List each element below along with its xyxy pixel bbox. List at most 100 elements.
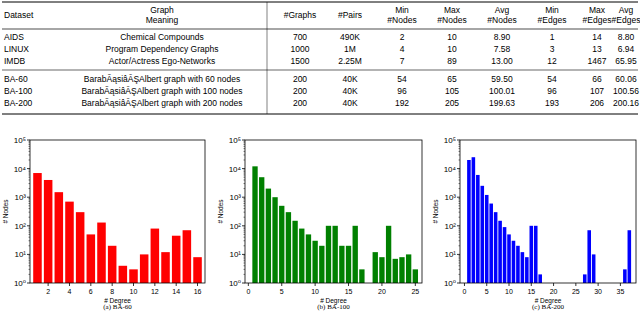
x-tick bbox=[381, 283, 382, 286]
y-minor-tick bbox=[244, 148, 246, 149]
y-minor-tick bbox=[459, 269, 461, 270]
table-cell: 1467 bbox=[588, 56, 607, 66]
y-tick bbox=[457, 168, 460, 169]
y-tick bbox=[242, 254, 245, 255]
table-cell: 10 bbox=[447, 32, 457, 42]
table-rule bbox=[2, 29, 638, 30]
header-line: #Pairs bbox=[338, 10, 362, 20]
chart: 10⁰10¹10²10³10⁴10⁵0510152025# Degree# No… bbox=[217, 136, 422, 311]
bar bbox=[628, 230, 632, 283]
x-tick-label: 16 bbox=[194, 288, 202, 295]
header-line: Avg bbox=[619, 5, 634, 15]
y-minor-tick bbox=[29, 269, 31, 270]
y-minor-tick bbox=[29, 258, 31, 259]
bar bbox=[76, 212, 85, 283]
y-minor-tick bbox=[244, 169, 246, 170]
column-header: Max#Nodes bbox=[437, 5, 466, 25]
x-tick bbox=[248, 283, 249, 286]
table-cell: 2 bbox=[400, 32, 405, 42]
y-tick-label: 10² bbox=[444, 222, 456, 231]
header-line: Dataset bbox=[4, 10, 34, 20]
bar bbox=[399, 257, 404, 283]
bar bbox=[530, 226, 534, 283]
y-tick bbox=[457, 140, 460, 141]
y-tick bbox=[27, 225, 30, 226]
x-tick-label: 5 bbox=[485, 288, 489, 295]
y-minor-tick bbox=[459, 245, 461, 246]
bar bbox=[485, 195, 489, 283]
y-minor-tick bbox=[29, 245, 31, 246]
bar bbox=[467, 160, 471, 283]
y-minor-tick bbox=[29, 151, 31, 152]
y-minor-tick bbox=[29, 208, 31, 209]
y-minor-tick bbox=[459, 227, 461, 228]
x-tick bbox=[348, 283, 349, 286]
y-minor-tick bbox=[244, 198, 246, 199]
table-cell: 100.01 bbox=[489, 86, 515, 96]
y-tick bbox=[242, 225, 245, 226]
bar bbox=[183, 230, 192, 283]
y-tick bbox=[27, 140, 30, 141]
x-tick-label: 20 bbox=[378, 288, 386, 295]
x-tick-label: 4 bbox=[68, 288, 72, 295]
y-tick-label: 10⁴ bbox=[14, 165, 27, 174]
x-tick bbox=[133, 283, 134, 286]
y-minor-tick bbox=[459, 177, 461, 178]
y-tick-label: 10⁴ bbox=[444, 165, 457, 174]
x-tick-label: 10 bbox=[311, 288, 319, 295]
y-minor-tick bbox=[244, 269, 246, 270]
bar bbox=[272, 197, 277, 283]
bar bbox=[480, 186, 484, 283]
y-minor-tick bbox=[29, 263, 31, 264]
bar bbox=[129, 269, 138, 283]
x-tick bbox=[531, 283, 532, 286]
y-minor-tick bbox=[29, 154, 31, 155]
y-minor-tick bbox=[459, 183, 461, 184]
y-minor-tick bbox=[459, 217, 461, 218]
header-line: #Nodes bbox=[387, 15, 416, 25]
y-minor-tick bbox=[459, 199, 461, 200]
y-minor-tick bbox=[244, 208, 246, 209]
y-minor-tick bbox=[459, 208, 461, 209]
table-cell: 206 bbox=[590, 98, 604, 108]
bar bbox=[326, 226, 331, 283]
bar bbox=[507, 234, 511, 283]
y-minor-tick bbox=[29, 148, 31, 149]
table-cell: 200 bbox=[293, 86, 307, 96]
table-cell: 193 bbox=[545, 98, 559, 108]
table-cell: 1 bbox=[550, 32, 555, 42]
caption: (b) BA-100 bbox=[317, 303, 350, 311]
column-header: GraphMeaning bbox=[146, 5, 179, 25]
y-tick bbox=[457, 197, 460, 198]
bars bbox=[467, 157, 631, 283]
y-tick-label: 10⁰ bbox=[444, 279, 456, 288]
y-minor-tick bbox=[29, 144, 31, 145]
y-minor-tick bbox=[459, 203, 461, 204]
table-cell: 96 bbox=[547, 86, 557, 96]
header-line: #Graphs bbox=[284, 10, 317, 20]
table-cell: 40K bbox=[342, 74, 357, 84]
column-header: #Graphs bbox=[284, 10, 317, 20]
table-cell: 13.00 bbox=[491, 56, 513, 66]
x-tick-label: 6 bbox=[89, 288, 93, 295]
y-minor-tick bbox=[244, 234, 246, 235]
y-minor-tick bbox=[459, 274, 461, 275]
x-tick bbox=[575, 283, 576, 286]
y-minor-tick bbox=[459, 154, 461, 155]
y-tick-label: 10¹ bbox=[229, 250, 241, 259]
table-cell: 65.95 bbox=[615, 56, 637, 66]
y-minor-tick bbox=[459, 169, 461, 170]
x-tick bbox=[176, 283, 177, 286]
y-minor-tick bbox=[459, 263, 461, 264]
table-cell: 96 bbox=[397, 86, 407, 96]
y-minor-tick bbox=[29, 217, 31, 218]
y-minor-tick bbox=[244, 205, 246, 206]
table-cell: 2.25M bbox=[338, 56, 362, 66]
bar bbox=[512, 241, 516, 283]
bar bbox=[140, 254, 149, 283]
x-tick-label: 0 bbox=[463, 288, 467, 295]
y-minor-tick bbox=[459, 141, 461, 142]
y-minor-tick bbox=[459, 234, 461, 235]
bar bbox=[359, 269, 364, 283]
y-minor-tick bbox=[29, 173, 31, 174]
